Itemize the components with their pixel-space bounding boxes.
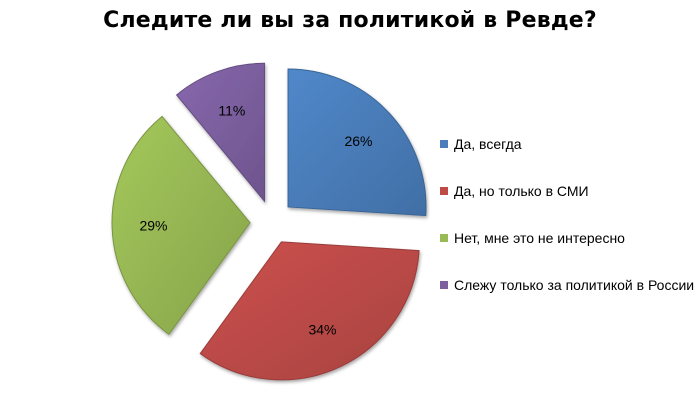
legend-swatch [440, 140, 448, 148]
chart-title: Следите ли вы за политикой в Ревде? [103, 8, 597, 33]
legend-swatch [440, 281, 448, 289]
slice-data-label: 26% [344, 133, 372, 149]
pie-slice [175, 62, 266, 203]
legend-label: Да, всегда [454, 136, 522, 152]
legend-label: Нет, мне это не интересно [454, 230, 625, 246]
legend-item: Да, всегда [440, 135, 700, 153]
legend-label: Слежу только за политикой в России [454, 277, 695, 293]
slice-data-label: 11% [218, 102, 245, 118]
legend-item: Слежу только за политикой в России [440, 276, 700, 294]
legend-item: Нет, мне это не интересно [440, 229, 700, 247]
slice-data-label: 29% [139, 218, 167, 234]
legend-swatch [440, 234, 448, 242]
pie-slice [111, 115, 251, 336]
chart-legend: Да, всегда Да, но только в СМИ Нет, мне … [440, 135, 700, 294]
pie-slice [287, 68, 427, 217]
slice-data-label: 34% [308, 321, 336, 337]
legend-swatch [440, 187, 448, 195]
legend-label: Да, но только в СМИ [454, 183, 589, 199]
pie-slice [199, 241, 420, 381]
legend-item: Да, но только в СМИ [440, 182, 700, 200]
